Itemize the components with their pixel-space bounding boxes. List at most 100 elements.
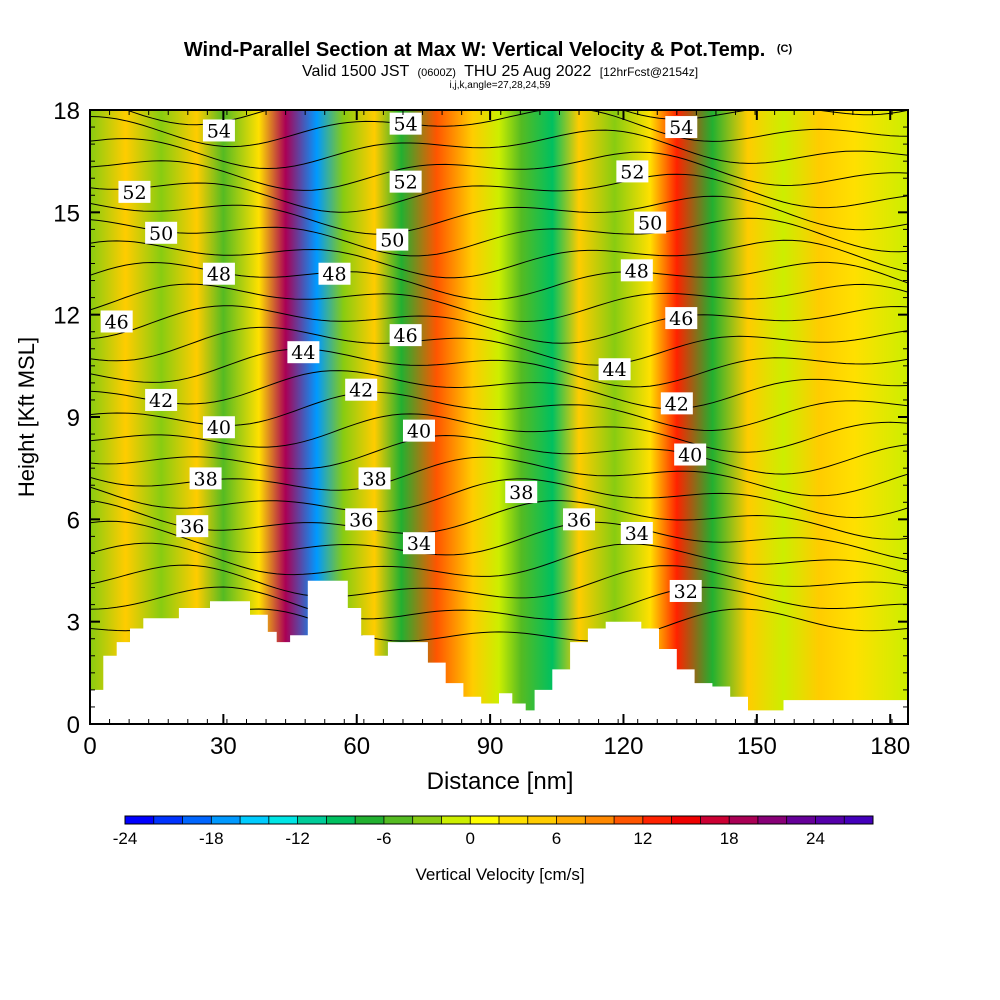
colorbar-swatch <box>297 816 327 824</box>
theta-contour-line <box>90 217 908 257</box>
svg-text:54: 54 <box>669 117 693 139</box>
theta-contour-line <box>90 173 908 213</box>
theta-contour-line <box>90 456 908 497</box>
svg-text:54: 54 <box>207 120 231 142</box>
theta-contour-line <box>90 370 908 410</box>
colorbar-swatch <box>412 816 442 824</box>
x-tick-label: 60 <box>343 733 370 760</box>
svg-text:44: 44 <box>602 359 626 381</box>
svg-text:48: 48 <box>207 264 231 286</box>
colorbar-swatch <box>268 816 299 824</box>
theta-label: 52 <box>118 180 151 204</box>
svg-text:40: 40 <box>407 421 431 443</box>
colorbar-swatch <box>326 816 356 824</box>
y-tick-label: 6 <box>67 507 80 534</box>
theta-label: 54 <box>665 116 698 139</box>
y-tick-label: 0 <box>67 712 80 739</box>
svg-text:50: 50 <box>149 223 173 245</box>
theta-label: 32 <box>669 579 702 603</box>
y-tick-label: 15 <box>53 200 80 227</box>
colorbar-tick-label: -18 <box>199 829 224 848</box>
theta-contour-line <box>90 195 908 235</box>
subtitle-fcst: [12hrFcst@2154z] <box>600 65 698 79</box>
x-tick-label: 90 <box>477 733 504 760</box>
svg-text:42: 42 <box>665 393 689 415</box>
theta-label: 46 <box>389 324 422 347</box>
svg-text:48: 48 <box>625 260 649 282</box>
svg-text:46: 46 <box>105 311 129 333</box>
colorbar-tick-label: -6 <box>376 829 391 848</box>
theta-contour-line <box>90 326 908 366</box>
svg-text:52: 52 <box>620 161 644 183</box>
theta-label: 36 <box>176 515 209 538</box>
theta-label: 46 <box>665 307 698 330</box>
theta-contour-line <box>90 129 908 170</box>
theta-label: 40 <box>674 443 707 467</box>
colorbar-swatch <box>556 816 586 824</box>
theta-label: 38 <box>189 467 222 490</box>
theta-label: 46 <box>100 310 133 333</box>
subtitle-utc: (0600Z) <box>417 67 456 79</box>
y-tick-label: 3 <box>67 610 80 637</box>
theta-label: 50 <box>145 221 178 245</box>
theta-contour-line <box>90 478 908 519</box>
y-tick-label: 9 <box>67 405 80 432</box>
colorbar-tick-label: -24 <box>113 829 138 848</box>
svg-text:34: 34 <box>407 533 431 555</box>
theta-label: 36 <box>563 508 596 531</box>
svg-text:32: 32 <box>674 581 698 603</box>
theta-label: 42 <box>345 378 378 402</box>
svg-text:44: 44 <box>291 342 315 364</box>
svg-text:38: 38 <box>509 482 533 504</box>
colorbar-swatch <box>729 816 759 824</box>
colorbar: -24 -18 -12 -6 0 6 12 18 24 <box>113 815 874 848</box>
theta-contour-line <box>90 348 908 388</box>
colorbar-tick-label: 24 <box>806 829 825 848</box>
colorbar-swatch <box>211 816 241 824</box>
colorbar-swatch <box>700 816 730 824</box>
theta-label: 40 <box>402 419 435 443</box>
x-tick-label: 0 <box>83 733 96 760</box>
colorbar-swatch <box>441 816 471 824</box>
theta-label: 36 <box>345 508 378 531</box>
colorbar-swatch <box>585 816 615 824</box>
svg-text:54: 54 <box>394 114 418 136</box>
y-axis-label: Height [Kft MSL] <box>14 337 39 497</box>
theta-contour-line <box>90 542 908 577</box>
theta-label: 48 <box>202 262 235 286</box>
theta-contour-line <box>90 151 908 191</box>
subtitle-date: THU 25 Aug 2022 <box>464 63 591 80</box>
svg-text:46: 46 <box>394 325 418 347</box>
theta-contour-line <box>90 283 908 323</box>
colorbar-tick-label: 0 <box>465 829 474 848</box>
svg-text:50: 50 <box>638 213 662 235</box>
subtitle-indices: i,j,k,angle=27,28,24,59 <box>450 80 551 91</box>
svg-text:38: 38 <box>362 468 386 490</box>
colorbar-swatch <box>182 816 212 824</box>
theta-contour-line <box>90 305 908 344</box>
theta-label: 50 <box>376 228 409 252</box>
x-tick-label: 150 <box>737 733 777 760</box>
colorbar-swatch <box>757 816 788 824</box>
svg-text:38: 38 <box>193 468 217 490</box>
potential-temperature-contours <box>90 110 908 642</box>
theta-label: 48 <box>620 259 653 282</box>
svg-text:52: 52 <box>122 182 146 204</box>
theta-contour-line <box>90 413 908 453</box>
theta-label: 44 <box>598 358 631 381</box>
y-tick-label: 12 <box>53 303 80 330</box>
colorbar-tick-label: -12 <box>285 829 310 848</box>
theta-contour-line <box>90 564 908 599</box>
svg-text:36: 36 <box>567 509 591 531</box>
theta-label: 52 <box>616 160 649 183</box>
terrain <box>90 580 908 724</box>
colorbar-swatch <box>499 816 529 824</box>
colorbar-swatch <box>614 816 644 824</box>
colorbar-label: Vertical Velocity [cm/s] <box>415 865 584 884</box>
colorbar-swatch <box>383 816 414 824</box>
colorbar-tick-label: 6 <box>552 829 561 848</box>
theta-label: 54 <box>202 119 235 142</box>
